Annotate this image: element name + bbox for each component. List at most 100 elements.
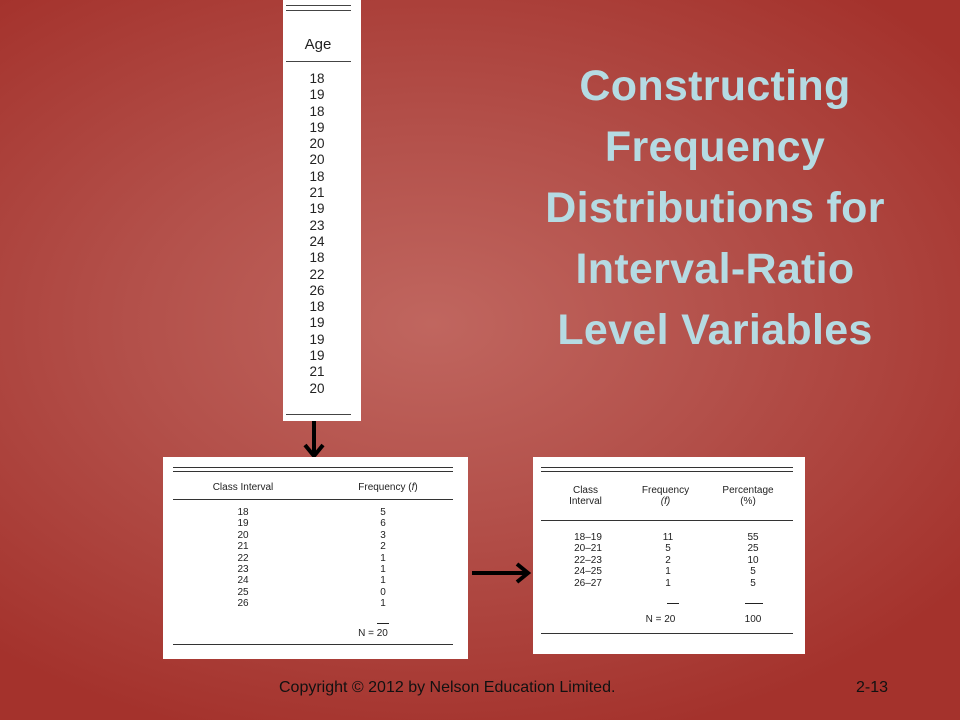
- frequency-cell: 5: [665, 543, 671, 555]
- header-line: Percentage: [722, 485, 774, 496]
- sum-underline: [745, 603, 763, 604]
- slide-title: Constructing Frequency Distributions for…: [490, 56, 940, 361]
- slide-number: 2-13: [856, 679, 889, 696]
- class-interval-cell: 20: [237, 529, 249, 541]
- class-interval-cell: 22–23: [574, 554, 602, 566]
- percentage-header: Percentage (%): [703, 485, 793, 508]
- class-interval-cell: 19: [237, 518, 249, 530]
- class-interval-cell: 26–27: [574, 577, 602, 589]
- percentage-cell: 55: [747, 532, 759, 543]
- class-interval-header: Class Interval: [553, 485, 618, 508]
- percentage-cell: 5: [750, 577, 756, 589]
- raw-age-data-panel: Age 18 19 18 19 20 20 18 21 19 23 24 18 22 26 18 19 19 19…: [283, 0, 361, 421]
- age-value: 20: [309, 152, 325, 168]
- age-value: 20: [309, 380, 325, 396]
- class-interval-column: 18 19 20 21 22 23 24 25 26: [203, 507, 283, 610]
- percentage-cell: 25: [747, 543, 759, 555]
- frequency-cell: 1: [380, 598, 386, 610]
- class-interval-cell: 24: [237, 575, 249, 587]
- age-value: 18: [309, 103, 325, 119]
- title-line: Distributions for: [545, 184, 885, 232]
- frequency-table-grouped: Class Interval Frequency (f) Percentage …: [533, 457, 805, 654]
- class-interval-cell: 18: [237, 507, 249, 518]
- age-value: 19: [309, 315, 325, 331]
- frequency-header: Frequency (f): [633, 485, 698, 508]
- copyright-footer: Copyright © 2012 by Nelson Education Lim…: [279, 679, 616, 696]
- age-value: 18: [309, 168, 325, 184]
- age-value: 19: [309, 119, 325, 135]
- table-rule: [173, 471, 453, 472]
- top-rule: [286, 5, 351, 6]
- age-value: 19: [309, 201, 325, 217]
- class-interval-cell: 20–21: [574, 543, 602, 555]
- age-value: 21: [309, 364, 325, 380]
- age-value: 23: [309, 217, 325, 233]
- age-value: 22: [309, 266, 325, 282]
- frequency-cell: 2: [380, 541, 386, 553]
- frequency-cell: 1: [380, 552, 386, 564]
- class-interval-cell: 25: [237, 586, 249, 598]
- class-interval-cell: 24–25: [574, 566, 602, 578]
- header-line: Class: [572, 485, 598, 496]
- down-arrow-icon: [303, 421, 325, 460]
- frequency-column: 11 5 2 1 1: [648, 532, 688, 589]
- age-value: 24: [309, 233, 325, 249]
- table-rule: [173, 467, 453, 468]
- class-interval-cell: 21: [237, 541, 249, 553]
- age-column-header: Age: [304, 36, 332, 53]
- percentage-cell: 10: [747, 554, 759, 566]
- percentage-cell: 5: [750, 566, 756, 578]
- title-line: Frequency: [604, 123, 826, 171]
- frequency-cell: 1: [380, 575, 386, 587]
- header-line: Frequency: [641, 485, 690, 496]
- age-value: 18: [309, 250, 325, 266]
- total-percentage: 100: [744, 614, 762, 625]
- total-n: N = 20: [645, 614, 676, 625]
- frequency-cell: 2: [665, 554, 671, 566]
- class-interval-cell: 26: [237, 598, 249, 610]
- table-rule: [541, 471, 793, 472]
- frequency-table-ungrouped: Class Interval Frequency (f) 18 19 20 21 22 2…: [163, 457, 468, 659]
- age-value: 21: [309, 185, 325, 201]
- age-value: 26: [309, 282, 325, 298]
- frequency-cell: 1: [380, 564, 386, 576]
- title-line: Interval-Ratio: [575, 245, 855, 293]
- header-line: (%): [740, 496, 756, 508]
- right-arrow-icon: [472, 562, 532, 584]
- age-value: 19: [309, 331, 325, 347]
- age-value: 20: [309, 136, 325, 152]
- frequency-cell: 11: [662, 532, 674, 543]
- age-value: 19: [309, 348, 325, 364]
- age-values-list: 18 19 18 19 20 20 18 21 19 23 24 18 22 26 18 19 19 19 21 20: [283, 71, 351, 397]
- frequency-cell: 3: [380, 529, 386, 541]
- table-rule: [541, 467, 793, 468]
- table-rule: [541, 520, 793, 521]
- frequency-cell: 5: [380, 507, 386, 518]
- frequency-header: Frequency (f): [358, 482, 418, 493]
- class-interval-cell: 23: [237, 564, 249, 576]
- class-interval-cell: 22: [237, 552, 249, 564]
- class-interval-cell: 18–19: [574, 532, 602, 543]
- header-line: (f): [660, 496, 671, 508]
- bottom-rule: [286, 414, 351, 415]
- class-interval-column: 18–19 20–21 22–23 24–25 26–27: [558, 532, 618, 589]
- frequency-cell: 0: [380, 586, 386, 598]
- sum-underline: [667, 603, 679, 604]
- frequency-cell: 1: [665, 577, 671, 589]
- table-rule: [173, 499, 453, 500]
- title-line: Level Variables: [557, 306, 873, 354]
- age-value: 18: [309, 71, 325, 86]
- header-rule: [286, 61, 351, 62]
- class-interval-header: Class Interval: [212, 482, 274, 493]
- title-line: Constructing: [579, 62, 851, 110]
- frequency-cell: 6: [380, 518, 386, 530]
- age-value: 18: [309, 299, 325, 315]
- total-n: N = 20: [358, 628, 388, 639]
- sum-underline: [377, 623, 389, 624]
- top-rule-2: [286, 10, 351, 11]
- table-rule: [541, 633, 793, 634]
- header-line: Interval: [569, 496, 602, 508]
- percentage-column: 55 25 10 5 5: [733, 532, 773, 589]
